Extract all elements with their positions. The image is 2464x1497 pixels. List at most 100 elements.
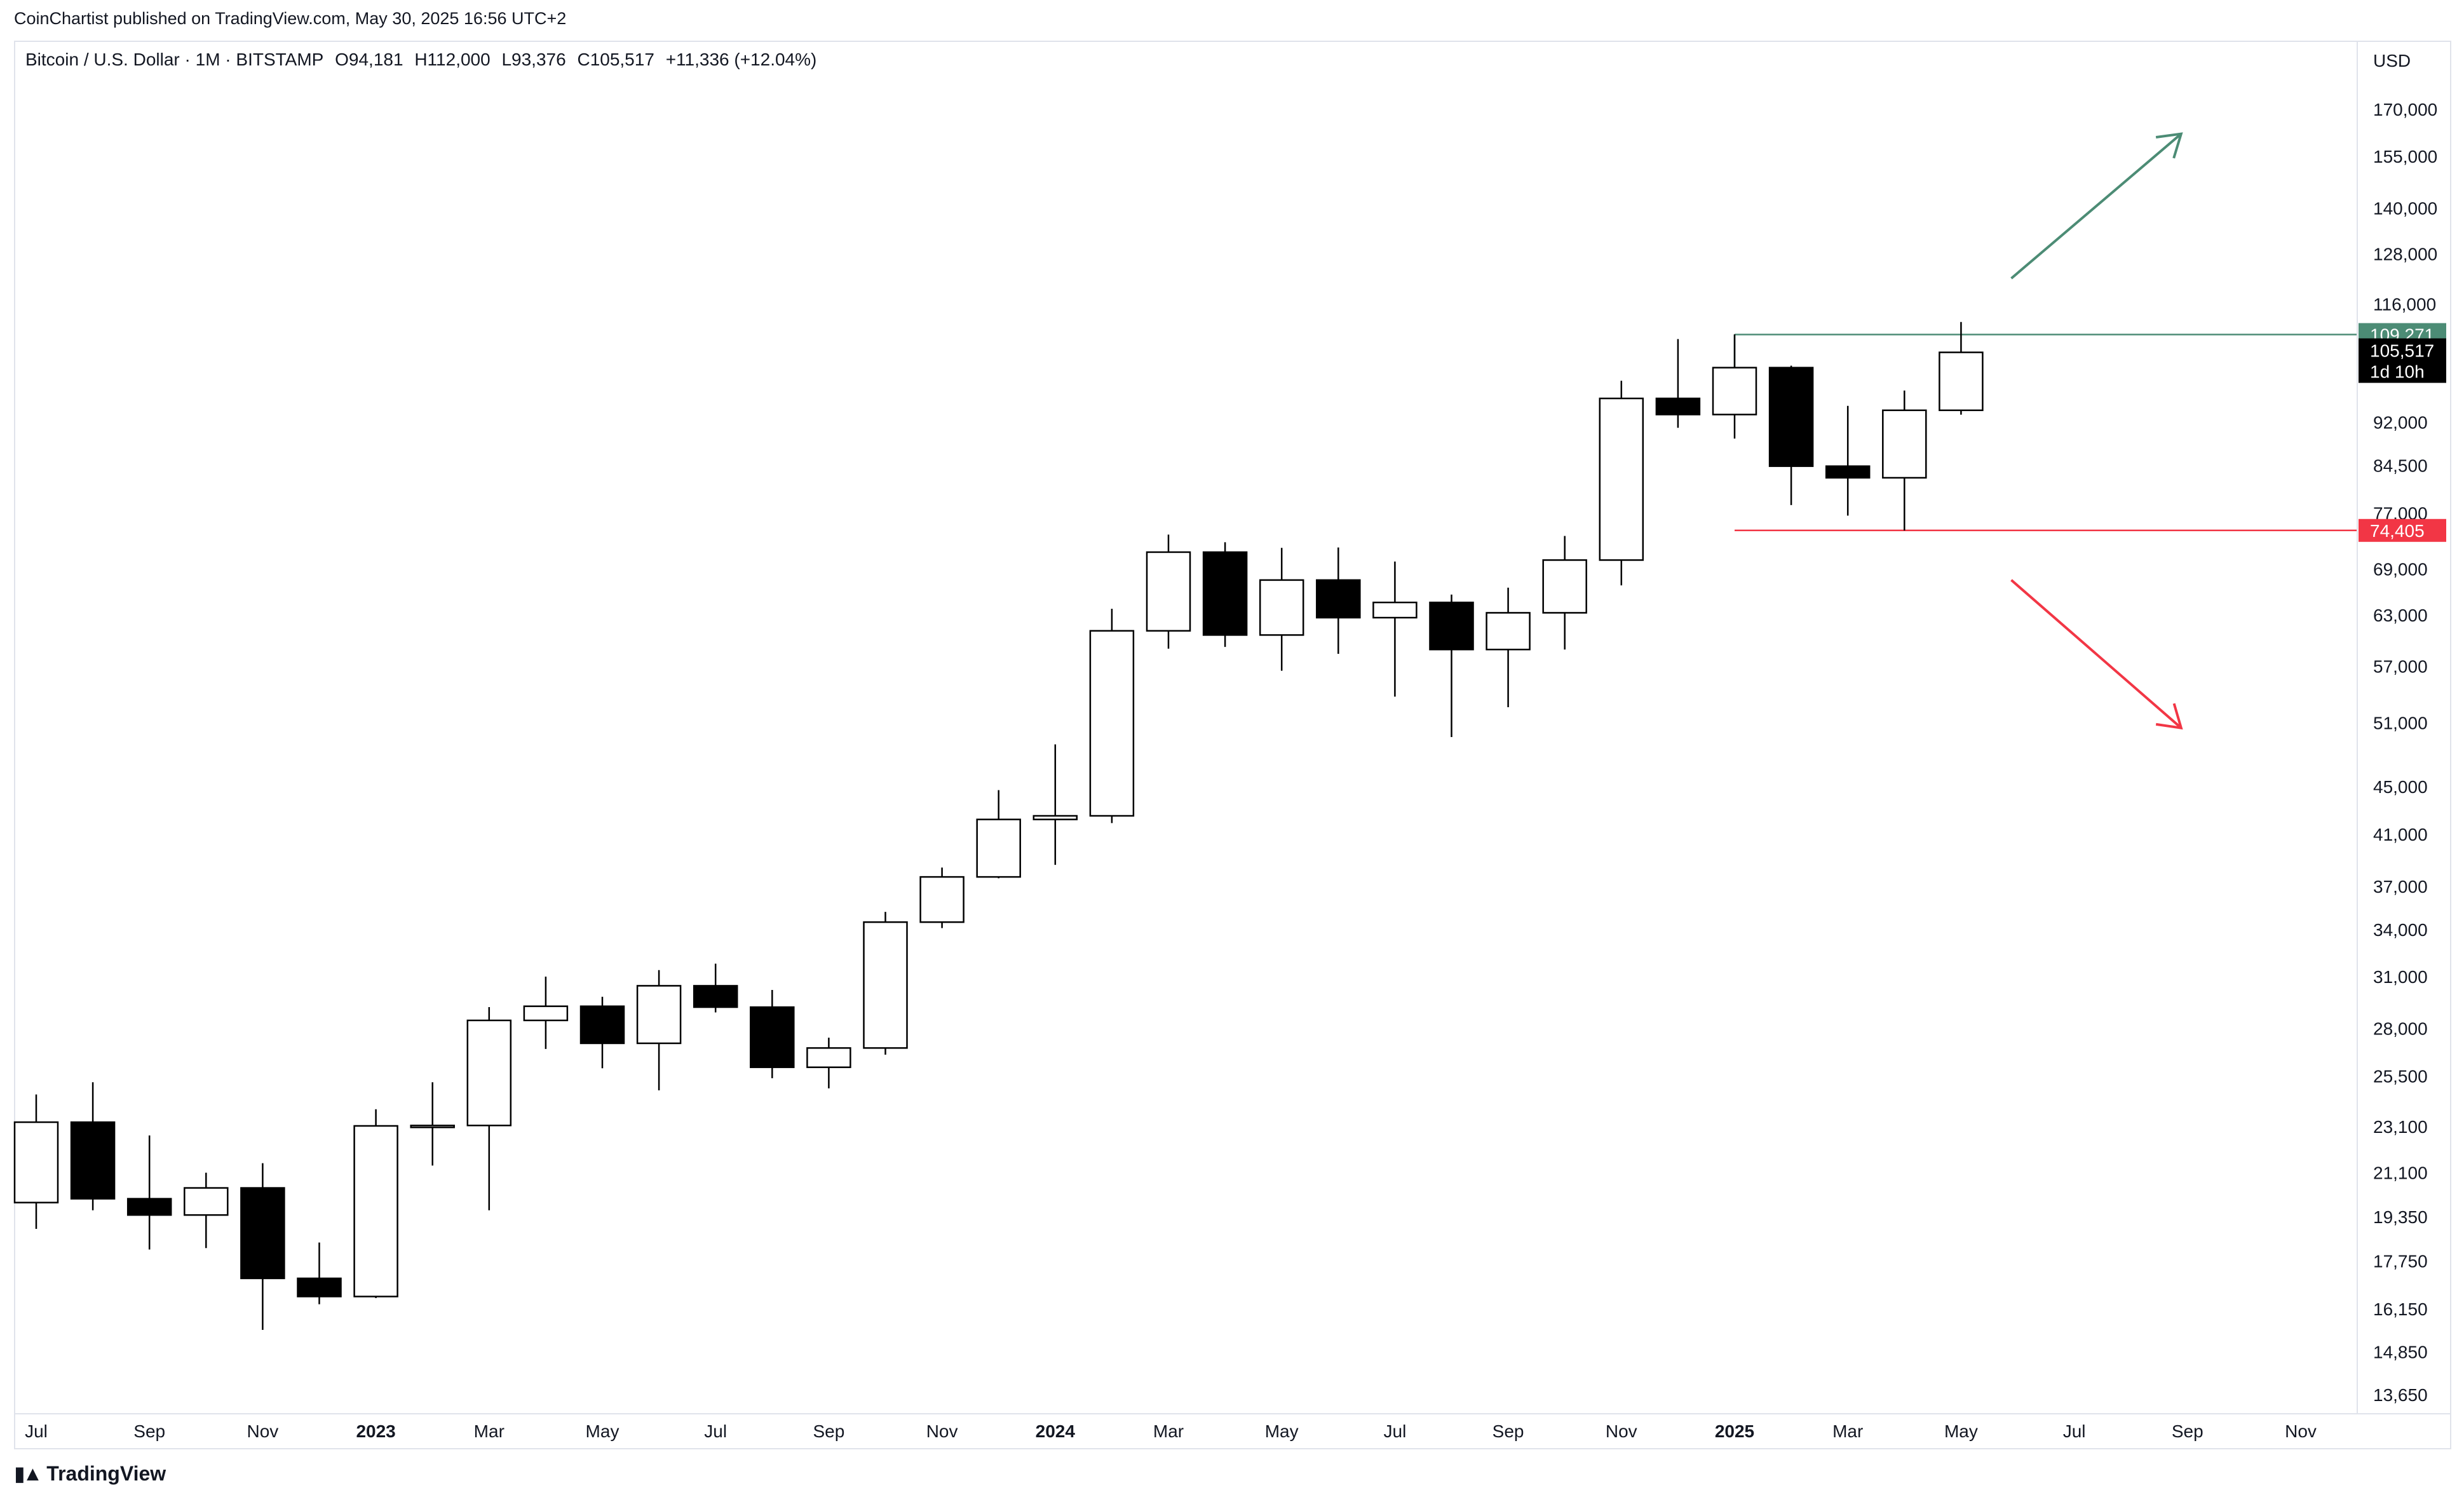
current-price-label: 105,517 xyxy=(2370,341,2434,361)
y-tick-label: 92,000 xyxy=(2373,413,2428,433)
legend-symbol: Bitcoin / U.S. Dollar · 1M · BITSTAMP xyxy=(25,50,324,69)
candle[interactable] xyxy=(523,977,569,1049)
candle-body-down xyxy=(240,1187,285,1280)
candle-body-up xyxy=(919,876,965,923)
y-tick-label: 31,000 xyxy=(2373,967,2428,987)
candle[interactable] xyxy=(863,912,908,1055)
candle[interactable] xyxy=(750,990,795,1078)
candle[interactable] xyxy=(806,1038,851,1088)
x-tick-label: Jul xyxy=(704,1421,727,1441)
candle-body-up xyxy=(1882,409,1927,479)
y-tick-label: 41,000 xyxy=(2373,825,2428,844)
y-tick-label: 155,000 xyxy=(2373,147,2437,166)
candle[interactable] xyxy=(410,1082,455,1166)
chart-frame xyxy=(14,41,2451,1449)
candle-body-up xyxy=(1089,630,1135,817)
candle-body-down xyxy=(1202,551,1248,636)
support-badge xyxy=(2359,518,2446,542)
y-tick-label: 16,150 xyxy=(2373,1299,2428,1319)
candle[interactable] xyxy=(466,1007,512,1210)
y-tick-label: 45,000 xyxy=(2373,777,2428,797)
bullish-arrow[interactable] xyxy=(2010,132,2183,280)
candle-body-down xyxy=(1316,579,1361,619)
candle[interactable] xyxy=(1882,390,1927,531)
candle[interactable] xyxy=(126,1135,172,1250)
candle-body-down xyxy=(1825,465,1871,479)
candle[interactable] xyxy=(1825,405,1871,516)
candle[interactable] xyxy=(976,790,1021,879)
candle[interactable] xyxy=(297,1242,342,1304)
y-tick-label: 19,350 xyxy=(2373,1207,2428,1227)
y-tick-label: 69,000 xyxy=(2373,559,2428,579)
candle[interactable] xyxy=(1542,536,1587,650)
candle-body-up xyxy=(13,1121,59,1203)
x-tick-label: Mar xyxy=(474,1421,504,1441)
candle-body-down xyxy=(693,985,738,1008)
x-tick-label: Nov xyxy=(2285,1421,2317,1441)
y-tick-label: 37,000 xyxy=(2373,877,2428,897)
x-tick-label: 2023 xyxy=(356,1421,395,1441)
candle-body-up xyxy=(410,1125,455,1128)
candle[interactable] xyxy=(1599,381,1644,586)
candle-body-up xyxy=(976,818,1021,878)
y-tick-label: 140,000 xyxy=(2373,199,2437,219)
legend-high: H112,000 xyxy=(414,50,491,69)
candle[interactable] xyxy=(1712,334,1757,439)
candle[interactable] xyxy=(1372,561,1418,697)
legend-open: O94,181 xyxy=(335,50,403,69)
candle[interactable] xyxy=(919,867,965,928)
y-tick-label: 25,500 xyxy=(2373,1067,2428,1087)
candle-body-down xyxy=(70,1121,116,1200)
candle-countdown-label: 1d 10h xyxy=(2370,362,2425,382)
candle-body-down xyxy=(1655,397,1701,416)
y-tick-label: 170,000 xyxy=(2373,100,2437,119)
candle-body-up xyxy=(184,1187,229,1216)
bearish-arrow-shaft xyxy=(2010,579,2183,729)
candle[interactable] xyxy=(353,1109,398,1298)
candle[interactable] xyxy=(1146,534,1191,649)
candle[interactable] xyxy=(1316,547,1361,654)
bullish-arrow-head xyxy=(2155,132,2183,159)
y-tick-label: 63,000 xyxy=(2373,606,2428,625)
candle[interactable] xyxy=(1429,594,1474,738)
y-tick-label: 34,000 xyxy=(2373,920,2428,940)
candle-body-down xyxy=(750,1006,795,1068)
candle-body-down xyxy=(579,1005,625,1045)
legend-change: +11,336 (+12.04%) xyxy=(665,50,817,69)
candle[interactable] xyxy=(693,963,738,1013)
candle-body-up xyxy=(1542,559,1587,614)
candle[interactable] xyxy=(184,1172,229,1249)
candle[interactable] xyxy=(1486,587,1531,707)
candle-body-up xyxy=(636,985,682,1045)
levels-layer xyxy=(1733,334,2357,532)
bearish-arrow[interactable] xyxy=(2010,579,2183,730)
candle[interactable] xyxy=(1768,365,1814,505)
candle[interactable] xyxy=(1939,322,1984,415)
bearish-arrow-head xyxy=(2155,703,2183,730)
support-badge-label: 74,405 xyxy=(2370,521,2425,541)
candle-body-down xyxy=(297,1277,342,1297)
publisher-line: CoinChartist published on TradingView.co… xyxy=(14,9,567,28)
arrows-layer xyxy=(2010,132,2183,730)
currency-label[interactable]: USD xyxy=(2373,51,2411,71)
tradingview-logo[interactable]: ▮▲ TradingView xyxy=(14,1461,166,1486)
candle[interactable] xyxy=(70,1082,116,1210)
candle[interactable] xyxy=(1202,542,1248,647)
candle-body-up xyxy=(1146,551,1191,632)
candle[interactable] xyxy=(579,996,625,1069)
candle-body-up xyxy=(806,1047,851,1068)
x-tick-label: 2024 xyxy=(1036,1421,1076,1441)
candle[interactable] xyxy=(636,970,682,1091)
candle-body-down xyxy=(126,1198,172,1216)
candle[interactable] xyxy=(240,1163,285,1331)
y-tick-label: 13,650 xyxy=(2373,1385,2428,1405)
y-tick-label: 51,000 xyxy=(2373,714,2428,733)
candle[interactable] xyxy=(1655,339,1701,428)
legend-close: C105,517 xyxy=(577,50,654,69)
candle[interactable] xyxy=(1032,744,1078,865)
candle[interactable] xyxy=(1089,609,1135,823)
candle[interactable] xyxy=(13,1094,59,1229)
candle[interactable] xyxy=(1259,548,1304,671)
tradingview-logo-icon: ▮▲ xyxy=(14,1462,43,1485)
